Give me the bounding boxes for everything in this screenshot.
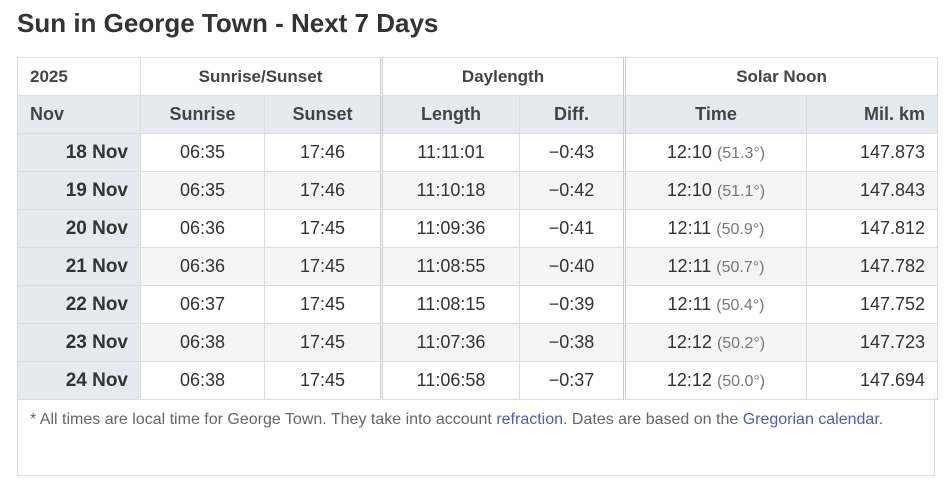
sunrise-sunset-header: Sunrise/Sunset — [139, 57, 383, 96]
sunset-cell: 17:45 — [263, 285, 383, 324]
footnote-text: * All times are local time for George To… — [30, 411, 497, 428]
length-cell: 11:06:58 — [380, 361, 521, 400]
solar-noon-cell: 12:10 (51.3°) — [623, 133, 808, 172]
diff-cell: −0:41 — [519, 209, 626, 248]
length-cell: 11:08:55 — [380, 247, 521, 286]
date-cell: 20 Nov — [17, 209, 141, 248]
sunset-cell: 17:45 — [263, 323, 383, 362]
sun-altitude: (51.1°) — [716, 183, 766, 200]
refraction-link[interactable]: refraction — [496, 411, 564, 428]
date-cell: 24 Nov — [17, 361, 141, 400]
diff-header: Diff. — [519, 95, 626, 134]
length-cell: 11:09:36 — [380, 209, 521, 248]
distance-header: Mil. km — [806, 95, 939, 134]
sunrise-cell: 06:36 — [140, 247, 265, 286]
sunset-cell: 17:46 — [263, 133, 383, 172]
noon-time: 12:10 — [666, 180, 712, 200]
distance-cell: 147.782 — [806, 247, 939, 286]
year-header: 2025 — [17, 57, 141, 96]
diff-cell: −0:38 — [519, 323, 626, 362]
noon-time: 12:11 — [667, 256, 712, 276]
distance-cell: 147.723 — [806, 323, 939, 362]
distance-cell: 147.752 — [806, 285, 939, 324]
noon-time: 12:12 — [666, 370, 712, 390]
noon-time: 12:11 — [667, 294, 712, 314]
sunrise-cell: 06:38 — [140, 323, 265, 362]
sunrise-cell: 06:35 — [140, 133, 265, 172]
table-row: 20 Nov 06:36 17:45 11:09:36 −0:41 12:11 … — [17, 209, 939, 248]
solar-noon-cell: 12:10 (51.1°) — [623, 171, 808, 210]
solar-noon-cell: 12:11 (50.7°) — [623, 247, 808, 286]
table-row: 23 Nov 06:38 17:45 11:07:36 −0:38 12:12 … — [17, 323, 939, 362]
sunrise-cell: 06:38 — [140, 361, 265, 400]
page-title: Sun in George Town - Next 7 Days — [17, 8, 439, 38]
length-cell: 11:07:36 — [380, 323, 521, 362]
sun-altitude: (51.3°) — [716, 145, 766, 162]
footnote-text: . — [878, 411, 884, 428]
sun-altitude: (50.0°) — [716, 373, 766, 390]
solar-noon-cell: 12:11 (50.9°) — [623, 209, 808, 248]
distance-cell: 147.873 — [806, 133, 939, 172]
sun-altitude: (50.9°) — [716, 221, 765, 238]
noon-time: 12:12 — [666, 332, 712, 352]
sun-altitude: (50.7°) — [716, 259, 765, 276]
diff-cell: −0:37 — [519, 361, 626, 400]
distance-cell: 147.812 — [806, 209, 939, 248]
noon-time: 12:11 — [667, 218, 712, 238]
sunset-cell: 17:45 — [263, 361, 383, 400]
gregorian-calendar-link[interactable]: Gregorian calendar — [742, 411, 879, 428]
sunrise-cell: 06:36 — [140, 209, 265, 248]
sunrise-cell: 06:35 — [140, 171, 265, 210]
date-cell: 22 Nov — [17, 285, 141, 324]
sunset-cell: 17:46 — [263, 171, 383, 210]
sun-altitude: (50.2°) — [716, 335, 766, 352]
table-row: 21 Nov 06:36 17:45 11:08:55 −0:40 12:11 … — [17, 247, 939, 286]
length-cell: 11:11:01 — [380, 133, 521, 172]
footnote: * All times are local time for George To… — [17, 396, 935, 476]
diff-cell: −0:39 — [519, 285, 626, 324]
distance-cell: 147.694 — [806, 361, 939, 400]
diff-cell: −0:40 — [519, 247, 626, 286]
solar-noon-cell: 12:12 (50.2°) — [623, 323, 808, 362]
sunset-cell: 17:45 — [263, 209, 383, 248]
noon-time: 12:10 — [666, 142, 712, 162]
solar-noon-cell: 12:11 (50.4°) — [623, 285, 808, 324]
sunset-cell: 17:45 — [263, 247, 383, 286]
table-row: 24 Nov 06:38 17:45 11:06:58 −0:37 12:12 … — [17, 361, 939, 400]
diff-cell: −0:43 — [519, 133, 626, 172]
time-header: Time — [623, 95, 808, 134]
sun-table: 2025 Sunrise/Sunset Daylength Solar Noon… — [17, 57, 939, 400]
table-row: 18 Nov 06:35 17:46 11:11:01 −0:43 12:10 … — [17, 133, 939, 172]
sunset-header: Sunset — [263, 95, 383, 134]
sunrise-cell: 06:37 — [140, 285, 265, 324]
date-cell: 21 Nov — [17, 247, 141, 286]
sun-altitude: (50.4°) — [716, 297, 765, 314]
footnote-text: . Dates are based on the — [563, 411, 743, 428]
length-cell: 11:08:15 — [380, 285, 521, 324]
month-header: Nov — [17, 95, 141, 134]
distance-cell: 147.843 — [806, 171, 939, 210]
solar-noon-cell: 12:12 (50.0°) — [623, 361, 808, 400]
solar-noon-header: Solar Noon — [623, 57, 939, 96]
date-cell: 23 Nov — [17, 323, 141, 362]
length-header: Length — [380, 95, 521, 134]
diff-cell: −0:42 — [519, 171, 626, 210]
table-row: 22 Nov 06:37 17:45 11:08:15 −0:39 12:11 … — [17, 285, 939, 324]
sunrise-header: Sunrise — [140, 95, 265, 134]
date-cell: 19 Nov — [17, 171, 141, 210]
length-cell: 11:10:18 — [380, 171, 521, 210]
table-row: 19 Nov 06:35 17:46 11:10:18 −0:42 12:10 … — [17, 171, 939, 210]
daylength-header: Daylength — [380, 57, 626, 96]
date-cell: 18 Nov — [17, 133, 141, 172]
